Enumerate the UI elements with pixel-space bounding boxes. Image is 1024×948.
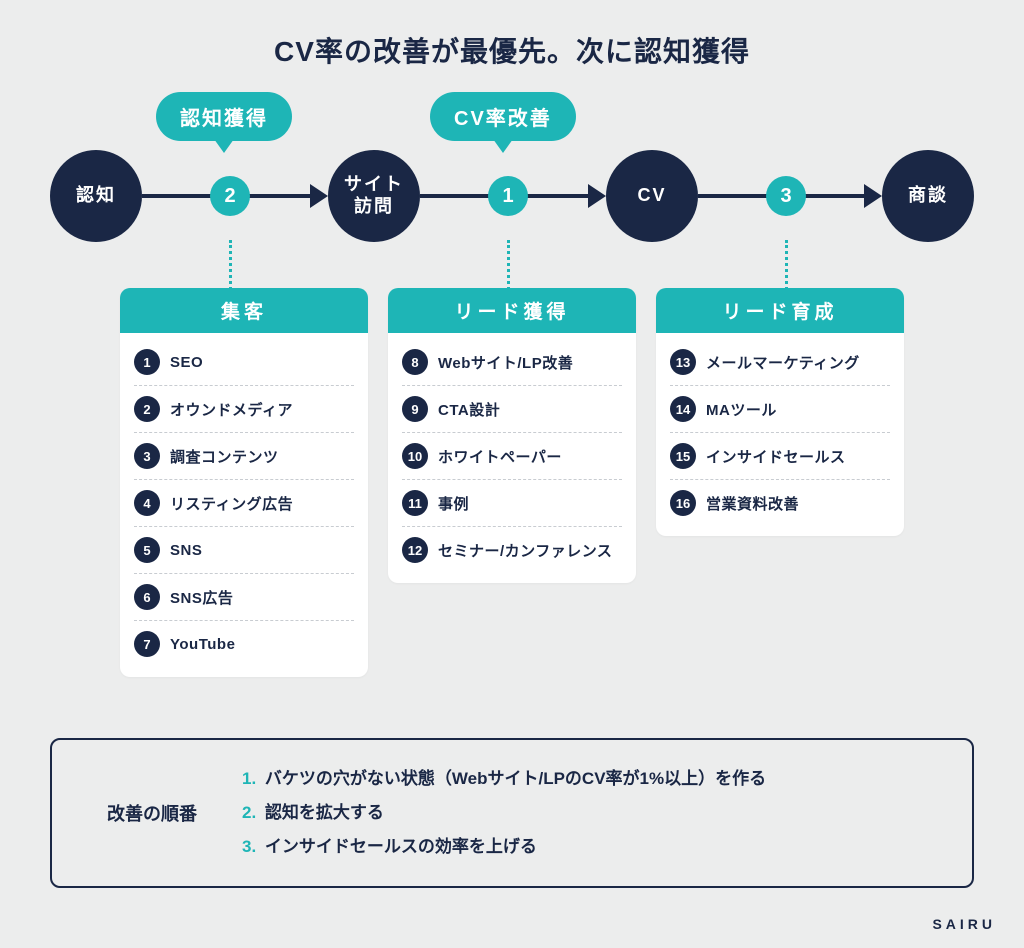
list-item: 3 調査コンテンツ — [134, 433, 354, 480]
item-number-badge: 14 — [670, 396, 696, 422]
dotted-connector — [229, 240, 232, 290]
list-item: 8 Webサイト/LP改善 — [402, 339, 622, 386]
item-number-badge: 11 — [402, 490, 428, 516]
summary-item-number: 3. — [242, 837, 256, 856]
item-number-badge: 2 — [134, 396, 160, 422]
tactic-card: 集客 1 SEO 2 オウンドメディア 3 調査コンテンツ 4 リスティング広告 5 SNS 6 SNS… — [120, 288, 368, 677]
summary-item: 2. 認知を拡大する — [242, 796, 942, 830]
item-label: SEO — [170, 354, 203, 371]
callout-bubble: 認知獲得 — [156, 92, 292, 141]
list-item: 16 営業資料改善 — [670, 480, 890, 526]
summary-list: 1. バケツの穴がない状態（Webサイト/LPのCV率が1%以上）を作る2. 認… — [242, 762, 942, 864]
item-label: セミナー/カンファレンス — [438, 540, 612, 561]
item-label: オウンドメディア — [170, 399, 293, 420]
item-number-badge: 8 — [402, 349, 428, 375]
arrow-head-icon — [310, 184, 328, 208]
item-number-badge: 15 — [670, 443, 696, 469]
flow-node-n1: 認知 — [50, 150, 142, 242]
tactic-cards: 集客 1 SEO 2 オウンドメディア 3 調査コンテンツ 4 リスティング広告 5 SNS 6 SNS… — [120, 288, 904, 677]
list-item: 10 ホワイトペーパー — [402, 433, 622, 480]
flow-node-n4: 商談 — [882, 150, 974, 242]
tactic-card: リード育成 13 メールマーケティング 14 MAツール 15 インサイドセールス 16 営業資… — [656, 288, 904, 536]
item-number-badge: 6 — [134, 584, 160, 610]
arrow-head-icon — [588, 184, 606, 208]
item-number-badge: 13 — [670, 349, 696, 375]
item-number-badge: 16 — [670, 490, 696, 516]
summary-item-number: 2. — [242, 803, 256, 822]
dotted-connector — [507, 240, 510, 290]
list-item: 15 インサイドセールス — [670, 433, 890, 480]
item-number-badge: 4 — [134, 490, 160, 516]
priority-node-2: 2 — [210, 176, 250, 216]
page-title: CV率の改善が最優先。次に認知獲得 — [0, 0, 1024, 70]
tactic-card: リード獲得 8 Webサイト/LP改善 9 CTA設計 10 ホワイトペーパー 11 事例 12 セ… — [388, 288, 636, 583]
item-label: CTA設計 — [438, 399, 500, 420]
priority-node-1: 1 — [488, 176, 528, 216]
priority-node-3: 3 — [766, 176, 806, 216]
item-label: インサイドセールス — [706, 446, 846, 467]
list-item: 13 メールマーケティング — [670, 339, 890, 386]
list-item: 1 SEO — [134, 339, 354, 386]
list-item: 7 YouTube — [134, 621, 354, 667]
list-item: 9 CTA設計 — [402, 386, 622, 433]
summary-box: 改善の順番 1. バケツの穴がない状態（Webサイト/LPのCV率が1%以上）を… — [50, 738, 974, 888]
item-label: 調査コンテンツ — [170, 446, 279, 467]
list-item: 11 事例 — [402, 480, 622, 527]
list-item: 4 リスティング広告 — [134, 480, 354, 527]
list-item: 12 セミナー/カンファレンス — [402, 527, 622, 573]
callout-bubble: CV率改善 — [430, 92, 576, 141]
summary-item: 1. バケツの穴がない状態（Webサイト/LPのCV率が1%以上）を作る — [242, 762, 942, 796]
item-label: 事例 — [438, 493, 469, 514]
summary-item-text: インサイドセールスの効率を上げる — [260, 837, 537, 856]
item-number-badge: 3 — [134, 443, 160, 469]
item-label: SNS広告 — [170, 587, 233, 608]
funnel-flow: 認知 サイト 訪問 CV 商談 2 1 3 — [50, 150, 974, 250]
summary-item-text: バケツの穴がない状態（Webサイト/LPのCV率が1%以上）を作る — [260, 769, 766, 788]
item-number-badge: 7 — [134, 631, 160, 657]
summary-item: 3. インサイドセールスの効率を上げる — [242, 830, 942, 864]
item-number-badge: 9 — [402, 396, 428, 422]
item-label: リスティング広告 — [170, 493, 293, 514]
item-label: Webサイト/LP改善 — [438, 352, 573, 373]
item-number-badge: 1 — [134, 349, 160, 375]
arrow-head-icon — [864, 184, 882, 208]
list-item: 14 MAツール — [670, 386, 890, 433]
list-item: 2 オウンドメディア — [134, 386, 354, 433]
card-header: 集客 — [120, 288, 368, 333]
item-label: SNS — [170, 542, 202, 559]
item-number-badge: 5 — [134, 537, 160, 563]
summary-item-text: 認知を拡大する — [260, 803, 384, 822]
item-label: YouTube — [170, 636, 235, 653]
dotted-connector — [785, 240, 788, 290]
item-number-badge: 12 — [402, 537, 428, 563]
item-label: ホワイトペーパー — [438, 446, 562, 467]
item-label: MAツール — [706, 399, 777, 420]
item-number-badge: 10 — [402, 443, 428, 469]
summary-item-number: 1. — [242, 769, 256, 788]
item-label: 営業資料改善 — [706, 493, 799, 514]
flow-node-n2: サイト 訪問 — [328, 150, 420, 242]
flow-node-n3: CV — [606, 150, 698, 242]
card-header: リード獲得 — [388, 288, 636, 333]
summary-heading: 改善の順番 — [82, 800, 222, 826]
list-item: 5 SNS — [134, 527, 354, 574]
card-header: リード育成 — [656, 288, 904, 333]
list-item: 6 SNS広告 — [134, 574, 354, 621]
item-label: メールマーケティング — [706, 352, 860, 373]
brand-logo: SAIRU — [932, 916, 996, 932]
